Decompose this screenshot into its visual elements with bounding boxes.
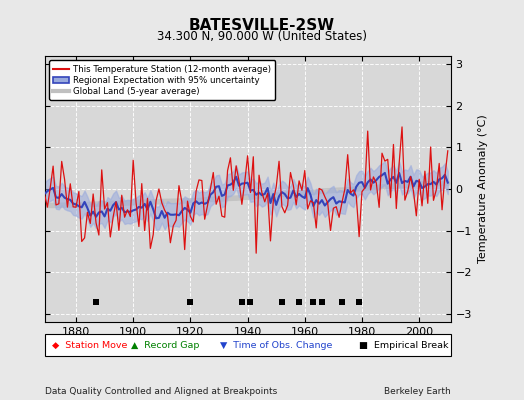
Text: Data Quality Controlled and Aligned at Breakpoints: Data Quality Controlled and Aligned at B… [45, 387, 277, 396]
Text: BATESVILLE-2SW: BATESVILLE-2SW [189, 18, 335, 33]
Legend: This Temperature Station (12-month average), Regional Expectation with 95% uncer: This Temperature Station (12-month avera… [49, 60, 275, 100]
Text: ▼  Time of Obs. Change: ▼ Time of Obs. Change [220, 341, 332, 350]
Y-axis label: Temperature Anomaly (°C): Temperature Anomaly (°C) [477, 115, 487, 263]
Text: ◆  Station Move: ◆ Station Move [52, 341, 128, 350]
Text: Berkeley Earth: Berkeley Earth [384, 387, 451, 396]
Text: ▲  Record Gap: ▲ Record Gap [131, 341, 199, 350]
Text: ■  Empirical Break: ■ Empirical Break [359, 341, 449, 350]
Text: 34.300 N, 90.000 W (United States): 34.300 N, 90.000 W (United States) [157, 30, 367, 43]
